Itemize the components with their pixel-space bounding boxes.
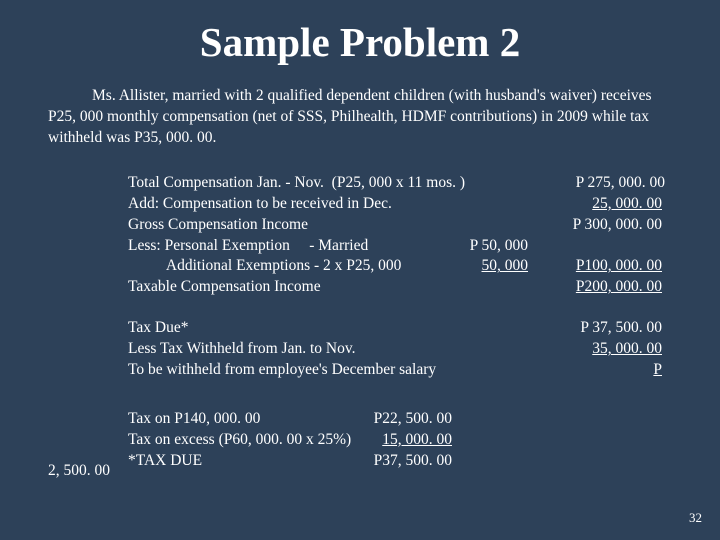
row-label: Gross Compensation Income: [128, 215, 462, 236]
computation-block-2: Tax Due* P 37, 500. 00 Less Tax Withheld…: [128, 318, 662, 381]
calc-row: *TAX DUE P37, 500. 00: [128, 451, 662, 472]
calc-row: Tax on P140, 000. 00 P22, 500. 00: [128, 409, 662, 430]
calc-row: Tax on excess (P60, 000. 00 x 25%) 15, 0…: [128, 430, 662, 451]
row-label: Tax on P140, 000. 00: [128, 409, 374, 430]
calc-row: Gross Compensation Income P 300, 000. 00: [128, 215, 662, 236]
row-value: P 37, 500. 00: [552, 318, 662, 339]
calc-row: To be withheld from employee's December …: [128, 360, 662, 381]
row-label: To be withheld from employee's December …: [128, 360, 462, 381]
row-label: Additional Exemptions - 2 x P25, 000: [128, 256, 462, 277]
row-mid: 15, 000. 00: [382, 430, 552, 451]
row-value: P200, 000. 00: [552, 277, 662, 298]
row-mid: P 50, 000: [462, 236, 552, 257]
row-value: P 275, 000. 00: [555, 173, 665, 194]
row-value: 25, 000. 00: [552, 194, 662, 215]
row-label: Less: Personal Exemption - Married: [128, 236, 462, 257]
row-value: 35, 000. 00: [552, 339, 662, 360]
row-value: P 300, 000. 00: [552, 215, 662, 236]
calc-row: Less: Personal Exemption - Married P 50,…: [128, 236, 662, 257]
row-label: Total Compensation Jan. - Nov. (P25, 000…: [128, 173, 465, 194]
computation-block-1: Total Compensation Jan. - Nov. (P25, 000…: [128, 173, 662, 299]
slide-title: Sample Problem 2: [48, 18, 672, 66]
row-value: P100, 000. 00: [552, 256, 662, 277]
calc-row: Tax Due* P 37, 500. 00: [128, 318, 662, 339]
row-value: P: [552, 360, 662, 381]
page-number: 32: [689, 510, 702, 526]
row-label: *TAX DUE: [128, 451, 374, 472]
calc-row: Total Compensation Jan. - Nov. (P25, 000…: [128, 173, 662, 194]
intro-paragraph: Ms. Allister, married with 2 qualified d…: [48, 86, 672, 149]
calc-row: Additional Exemptions - 2 x P25, 000 50,…: [128, 256, 662, 277]
spacer: [48, 298, 672, 318]
calc-row: Taxable Compensation Income P200, 000. 0…: [128, 277, 662, 298]
row-label: Tax Due*: [128, 318, 462, 339]
stray-value: 2, 500. 00: [48, 462, 110, 480]
calc-row: Add: Compensation to be received in Dec.…: [128, 194, 662, 215]
computation-block-3: Tax on P140, 000. 00 P22, 500. 00 Tax on…: [128, 409, 662, 472]
row-label: Add: Compensation to be received in Dec.: [128, 194, 462, 215]
row-label: Taxable Compensation Income: [128, 277, 462, 298]
row-mid: P37, 500. 00: [374, 451, 552, 472]
row-mid: P22, 500. 00: [374, 409, 552, 430]
row-label: Tax on excess (P60, 000. 00 x 25%): [128, 430, 382, 451]
row-mid: 50, 000: [462, 256, 552, 277]
calc-row: Less Tax Withheld from Jan. to Nov. 35, …: [128, 339, 662, 360]
slide: Sample Problem 2 Ms. Allister, married w…: [0, 0, 720, 540]
row-label: Less Tax Withheld from Jan. to Nov.: [128, 339, 462, 360]
